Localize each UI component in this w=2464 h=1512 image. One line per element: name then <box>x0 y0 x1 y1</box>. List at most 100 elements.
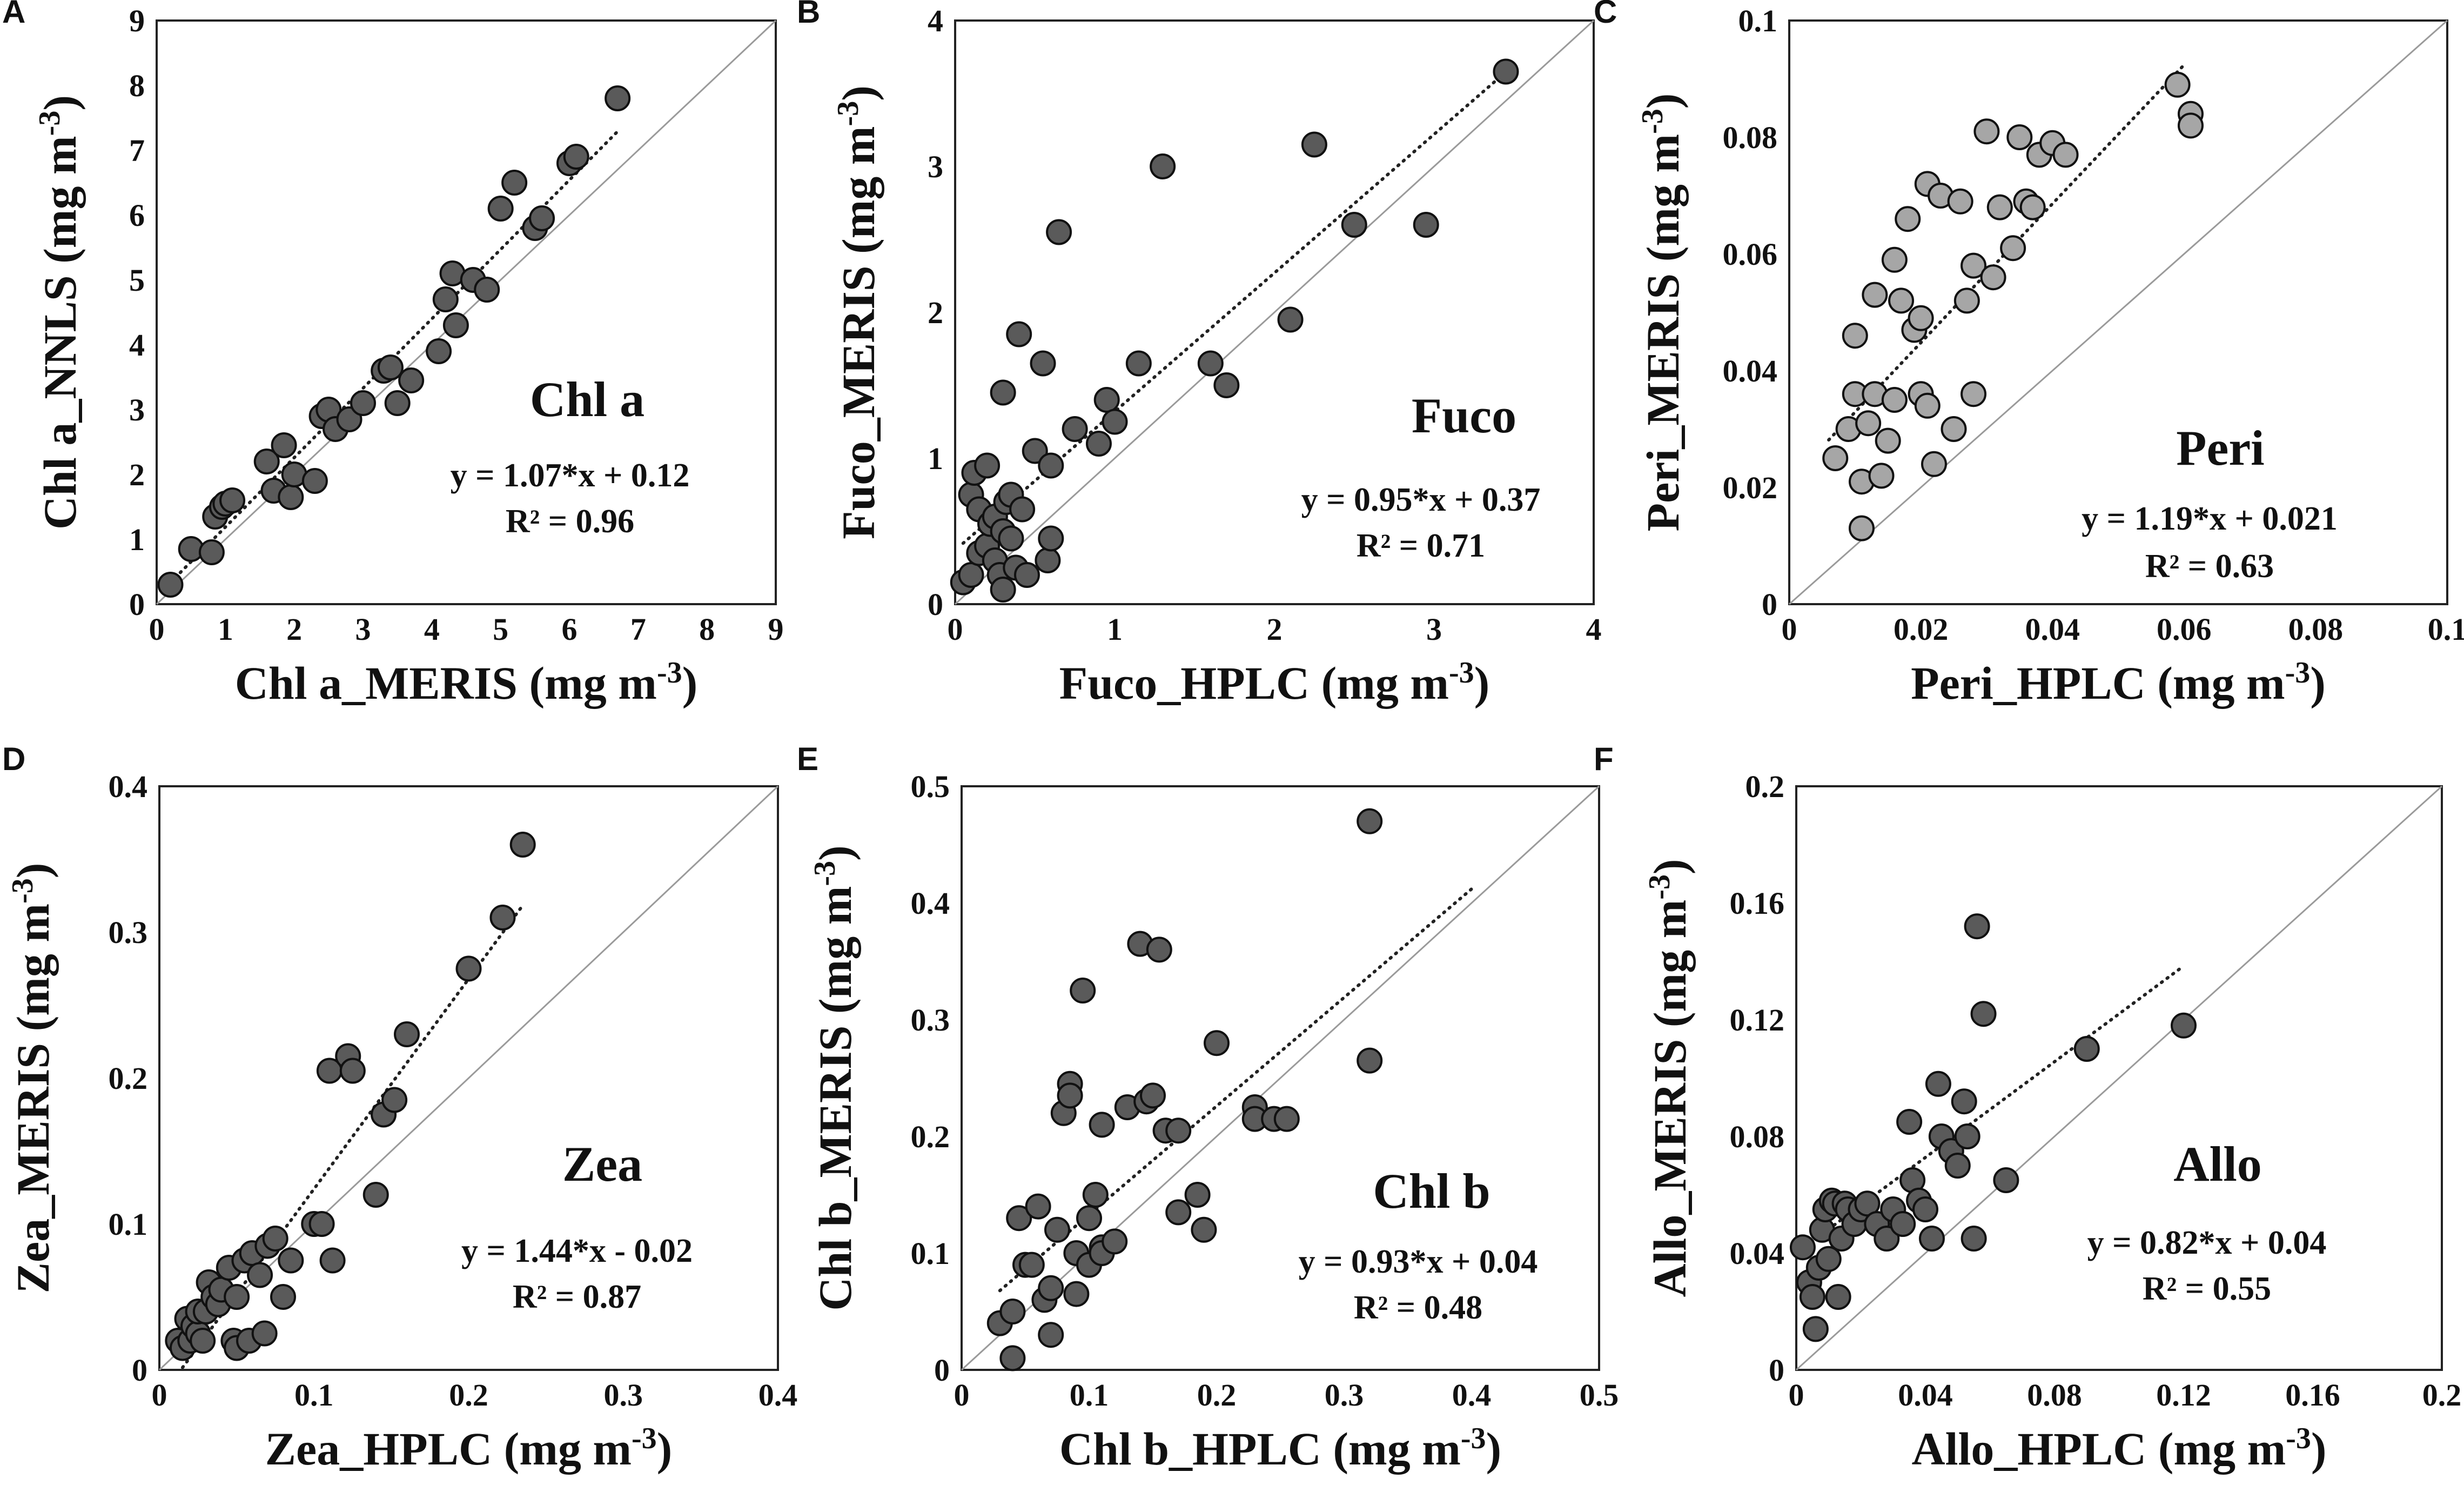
panel-D: D 0 0.1 0.2 0.3 0.4 0 0.1 0.2 0.3 0.4 Zea_HPLC (mg … <box>2 741 797 1475</box>
data-point <box>1038 1322 1064 1348</box>
r-squared: R² = 0.87 <box>513 1279 641 1315</box>
data-point <box>1951 1088 1977 1115</box>
data-point <box>1855 410 1882 437</box>
data-point <box>278 484 304 510</box>
regression-equation: y = 0.95*x + 0.37 <box>1301 481 1541 518</box>
data-point <box>1868 463 1895 489</box>
data-point <box>2019 194 2046 220</box>
data-point <box>253 449 280 474</box>
y-tick-label: 0.2 <box>911 1119 950 1154</box>
x-tick-label: 2 <box>286 612 302 647</box>
data-point <box>1799 1284 1825 1310</box>
x-tick-label: 0.4 <box>1452 1377 1492 1413</box>
x-axis-title: Peri_HPLC (mg m-3) <box>1911 656 2326 709</box>
y-tick-label: 1 <box>129 522 145 557</box>
data-point <box>1941 416 1967 442</box>
y-tick-label: 0.4 <box>911 886 950 921</box>
x-axis-title: Chl b_HPLC (mg m-3) <box>1059 1422 1501 1475</box>
x-tick-label: 0.5 <box>1580 1377 1619 1413</box>
x-tick-label: 0.04 <box>1898 1377 1953 1413</box>
data-point <box>1862 282 1888 308</box>
y-axis-title: Allo_MERIS (mg m-3) <box>1643 859 1696 1297</box>
regression-equation: y = 1.44*x - 0.02 <box>461 1233 693 1269</box>
data-point <box>2073 1036 2100 1062</box>
data-point <box>1165 1118 1192 1144</box>
data-point <box>1961 1226 1987 1252</box>
y-tick-label: 3 <box>928 149 943 184</box>
y-tick-label: 0 <box>934 1353 950 1388</box>
data-point <box>1273 1106 1300 1132</box>
y-tick-label: 0.1 <box>109 1207 148 1242</box>
data-point <box>1082 1182 1109 1208</box>
data-point <box>1046 219 1072 245</box>
x-tick-label: 0.04 <box>2025 612 2080 647</box>
data-point <box>605 85 631 111</box>
y-axis-title: Peri_MERIS (mg m-3) <box>1636 93 1689 532</box>
y-tick-label: 5 <box>129 263 145 298</box>
y-tick-label: 0 <box>132 1353 147 1388</box>
data-point <box>1277 306 1304 333</box>
data-point <box>1815 1246 1842 1272</box>
panel-letter: D <box>2 741 25 777</box>
x-tick-label: 5 <box>493 612 508 647</box>
data-point <box>377 354 404 380</box>
data-point <box>1881 246 1908 273</box>
data-point <box>1197 350 1224 377</box>
y-tick-label: 3 <box>129 392 145 427</box>
data-point <box>1912 1196 1938 1222</box>
data-point <box>1993 1167 2019 1193</box>
y-axis-title: Fuco_MERIS (mg m-3) <box>831 85 884 539</box>
x-axis-title: Chl a_MERIS (mg m-3) <box>235 656 697 709</box>
x-tick-label: 0.3 <box>604 1377 643 1413</box>
x-tick-label: 6 <box>562 612 578 647</box>
y-tick-label: 0.04 <box>1730 1236 1785 1271</box>
r-squared: R² = 0.63 <box>2145 548 2274 585</box>
panel-C: C 0 0.02 0.04 0.06 0.08 0.1 0 0.02 0.04 0.06 0.08 0.… <box>1594 0 2464 709</box>
data-point <box>1890 1211 1916 1237</box>
data-point <box>1848 515 1875 541</box>
pigment-label: Allo <box>2173 1136 2262 1192</box>
panel-F: F 0 0.04 0.08 0.12 0.16 0.2 0 0.04 0.08 0.12 0.16 0.… <box>1594 741 2461 1475</box>
x-tick-label: 0 <box>1789 1377 1804 1413</box>
data-point <box>1895 206 1921 232</box>
y-tick-label: 4 <box>928 3 943 38</box>
x-tick-label: 3 <box>1426 612 1442 647</box>
data-point <box>1961 381 1987 407</box>
data-point <box>1150 153 1176 179</box>
data-point <box>563 144 589 170</box>
y-tick-label: 6 <box>129 198 145 233</box>
x-tick-label: 0.3 <box>1325 1377 1364 1413</box>
data-point <box>381 1087 408 1113</box>
data-point <box>1146 936 1172 963</box>
data-point <box>319 1247 346 1274</box>
data-point <box>1944 1153 1971 1179</box>
data-point <box>350 390 376 416</box>
data-point <box>278 1247 304 1274</box>
data-point <box>1140 1082 1166 1109</box>
data-point <box>301 468 328 494</box>
x-tick-label: 0 <box>152 1377 167 1413</box>
data-point <box>2164 71 2191 98</box>
y-axis-title: Zea_MERIS (mg m-3) <box>6 863 59 1294</box>
x-tick-label: 2 <box>1267 612 1283 647</box>
pigment-label: Chl a <box>530 372 644 427</box>
data-point <box>271 432 297 458</box>
data-point <box>1093 387 1120 413</box>
one-to-one-line <box>156 19 777 605</box>
data-point <box>362 1182 389 1208</box>
data-point <box>998 525 1024 552</box>
data-point <box>999 1345 1026 1371</box>
y-tick-label: 0.2 <box>109 1061 148 1096</box>
regression-equation: y = 1.07*x + 0.12 <box>451 457 690 494</box>
data-point <box>432 286 459 312</box>
data-point <box>262 1226 288 1252</box>
regression-line <box>998 887 1473 1293</box>
data-point <box>270 1284 296 1310</box>
x-tick-label: 0.2 <box>2422 1377 2462 1413</box>
data-point <box>1925 1071 1951 1097</box>
data-point <box>958 562 984 588</box>
x-tick-label: 9 <box>768 612 784 647</box>
y-tick-label: 0.3 <box>109 915 148 950</box>
data-point <box>2171 1012 2197 1039</box>
y-tick-label: 0.04 <box>1723 353 1778 389</box>
